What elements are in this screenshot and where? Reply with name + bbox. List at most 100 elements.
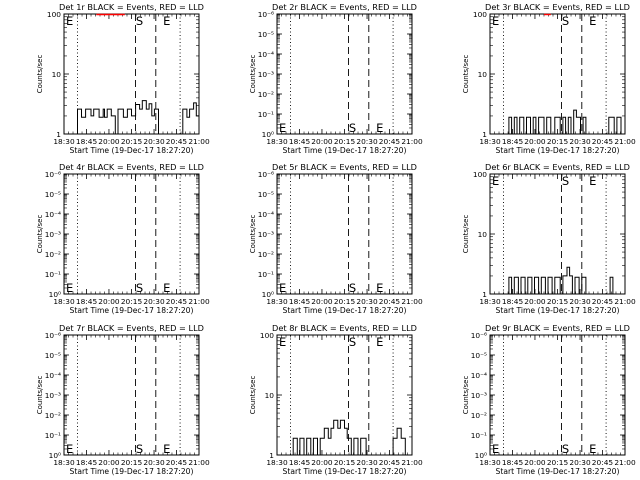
x-tick-label: 21:00 [188,137,210,146]
y-axis-label: Counts/sec [36,215,44,254]
y-tick-label: 1 [482,290,487,299]
events-series-line [490,109,587,135]
plot-frame [276,173,413,295]
y-tick-label: 10⁻⁶ [258,10,274,19]
x-tick-label: 20:30 [143,458,165,467]
y-tick-label: 10⁻⁵ [258,30,274,39]
plot-frame [489,13,626,135]
x-tick-label: 20:15 [334,137,356,146]
x-tick-label: 18:30 [53,297,75,306]
y-axis-label: Counts/sec [36,55,44,94]
x-tick-label: 21:00 [401,137,423,146]
x-tick-label: 20:30 [569,137,591,146]
s-marker-label: S [349,281,356,295]
y-tick-label: 10⁻³ [471,391,487,400]
x-tick-label: 20:15 [547,137,569,146]
detector-panel-7: Det 7r BLACK = Events, RED = LLD 10⁰ 10⁻¹ 1… [36,323,210,476]
panel-title: Det 3r BLACK = Events, RED = LLD [485,2,630,12]
x-axis-label: Start Time (19-Dec-17 18:27:20) [70,467,194,476]
x-tick-label: 20:30 [569,297,591,306]
x-tick-label: 18:45 [502,297,524,306]
x-tick-label: 20:15 [121,458,143,467]
x-axis-label: Start Time (19-Dec-17 18:27:20) [496,467,620,476]
y-tick-label: 1 [482,130,487,139]
x-tick-label: 18:30 [479,458,501,467]
detector-panel-6: Det 6r BLACK = Events, RED = LLD 1 10 100 Co… [462,162,636,315]
panel-title: Det 5r BLACK = Events, RED = LLD [272,162,417,172]
y-tick-label: 100 [473,10,487,19]
y-tick-label: 10⁻² [258,250,274,259]
start-marker-label: E [66,14,73,28]
e-marker-label: E [376,335,383,349]
x-axis-label: Start Time (19-Dec-17 18:27:20) [70,306,194,315]
x-tick-label: 20:45 [166,297,188,306]
panel-title: Det 7r BLACK = Events, RED = LLD [59,323,204,333]
x-tick-label: 21:00 [401,297,423,306]
y-tick-label: 10⁻⁴ [258,210,274,219]
y-tick-label: 10⁻⁴ [258,50,274,59]
panel-title: Det 6r BLACK = Events, RED = LLD [485,162,630,172]
start-marker-label: E [279,335,286,349]
panel-title: Det 1r BLACK = Events, RED = LLD [59,2,204,12]
x-axis-label: Start Time (19-Dec-17 18:27:20) [496,306,620,315]
y-tick-label: 10⁰ [49,290,61,299]
x-tick-label: 20:30 [356,458,378,467]
x-tick-label: 18:45 [289,137,311,146]
events-series-line [64,100,162,135]
y-tick-label: 100 [473,170,487,179]
y-tick-label: 10⁻² [258,90,274,99]
x-tick-label: 21:00 [188,458,210,467]
y-tick-label: 10⁻⁶ [471,331,487,340]
y-axis-label: Counts/sec [36,376,44,415]
y-tick-label: 10⁻¹ [258,110,274,119]
x-tick-label: 21:00 [614,297,636,306]
y-tick-label: 10 [478,230,488,239]
x-tick-label: 20:00 [524,137,546,146]
x-tick-label: 21:00 [614,458,636,467]
y-tick-label: 1 [56,130,61,139]
x-tick-label: 20:45 [379,458,401,467]
x-axis-label: Start Time (19-Dec-17 18:27:20) [283,467,407,476]
y-tick-label: 10⁻² [45,411,61,420]
y-axis-label: Counts/sec [462,215,470,254]
x-tick-label: 18:30 [479,297,501,306]
e-marker-label: E [589,442,596,456]
x-tick-label: 20:45 [592,297,614,306]
x-tick-label: 20:45 [379,137,401,146]
x-tick-label: 20:00 [98,137,120,146]
detector-panel-9: Det 9r BLACK = Events, RED = LLD 10⁰ 10⁻¹ 1… [462,323,636,476]
x-tick-label: 18:45 [502,137,524,146]
y-tick-label: 10⁰ [475,451,487,460]
e-marker-label: E [163,14,170,28]
y-tick-label: 10⁻² [471,411,487,420]
start-marker-label: E [492,174,499,188]
y-tick-label: 10⁻⁴ [471,371,487,380]
y-tick-label: 10⁻¹ [45,270,61,279]
x-tick-label: 20:30 [569,458,591,467]
plot-frame [276,13,413,135]
y-tick-label: 10⁻⁶ [45,331,61,340]
plot-frame [489,173,626,295]
x-tick-label: 21:00 [401,458,423,467]
x-tick-label: 18:45 [289,458,311,467]
detector-panel-2: Det 2r BLACK = Events, RED = LLD 10⁰ 10⁻¹ 1… [249,2,423,155]
y-tick-label: 1 [269,451,274,460]
x-tick-label: 20:30 [143,137,165,146]
y-tick-label: 10⁻¹ [258,270,274,279]
x-tick-label: 20:45 [592,137,614,146]
y-axis-label: Counts/sec [462,55,470,94]
x-tick-label: 20:15 [121,297,143,306]
plot-frame [276,334,413,456]
x-tick-label: 18:30 [479,137,501,146]
x-tick-label: 20:00 [524,297,546,306]
y-tick-label: 10⁻⁵ [471,351,487,360]
x-tick-label: 20:30 [356,297,378,306]
y-tick-label: 10⁻³ [45,230,61,239]
events-series-line [606,116,625,135]
e-marker-label: E [589,14,596,28]
x-axis-label: Start Time (19-Dec-17 18:27:20) [283,306,407,315]
y-axis-label: Counts/sec [462,376,470,415]
y-tick-label: 10⁻⁵ [258,190,274,199]
x-tick-label: 20:30 [356,137,378,146]
e-marker-label: E [163,442,170,456]
